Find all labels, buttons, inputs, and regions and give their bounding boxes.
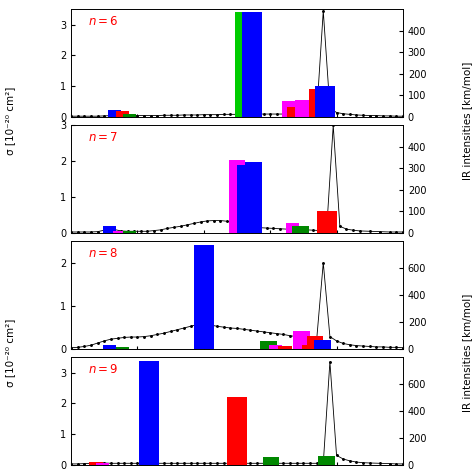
Text: σ [10⁻²⁰ cm²]: σ [10⁻²⁰ cm²] — [5, 87, 15, 155]
Text: $n = 6$: $n = 6$ — [88, 15, 118, 28]
Bar — [108, 110, 121, 117]
Text: IR intensities [km/mol]: IR intensities [km/mol] — [462, 62, 472, 180]
Bar — [227, 397, 247, 465]
Bar — [102, 345, 116, 348]
Bar — [263, 457, 279, 465]
Bar — [278, 346, 292, 348]
Bar — [309, 89, 326, 117]
Bar — [314, 340, 331, 348]
Bar — [102, 226, 116, 233]
Bar — [286, 223, 300, 233]
Bar — [318, 456, 335, 465]
Bar — [122, 231, 136, 233]
Bar — [96, 463, 109, 465]
Bar — [301, 345, 315, 348]
Bar — [235, 12, 252, 117]
Bar — [315, 86, 335, 117]
Bar — [246, 162, 262, 233]
Bar — [112, 230, 126, 233]
Bar — [293, 331, 310, 348]
Bar — [282, 100, 295, 117]
Bar — [260, 340, 277, 348]
Text: $n = 7$: $n = 7$ — [88, 131, 118, 144]
Bar — [116, 347, 129, 348]
Bar — [268, 345, 282, 348]
Bar — [237, 165, 254, 233]
Text: $n = 8$: $n = 8$ — [88, 246, 118, 260]
Bar — [122, 114, 136, 117]
Bar — [292, 226, 309, 233]
Bar — [242, 12, 262, 117]
Bar — [228, 160, 245, 233]
Text: σ [10⁻²⁰ cm²]: σ [10⁻²⁰ cm²] — [5, 319, 15, 387]
Bar — [307, 336, 323, 348]
Bar — [317, 211, 337, 233]
Bar — [194, 246, 214, 348]
Text: $n = 9$: $n = 9$ — [88, 363, 118, 375]
Bar — [89, 462, 102, 465]
Bar — [295, 100, 311, 117]
Text: IR intensities [km/mol]: IR intensities [km/mol] — [462, 294, 472, 412]
Bar — [139, 361, 159, 465]
Bar — [116, 111, 129, 117]
Bar — [287, 107, 301, 117]
